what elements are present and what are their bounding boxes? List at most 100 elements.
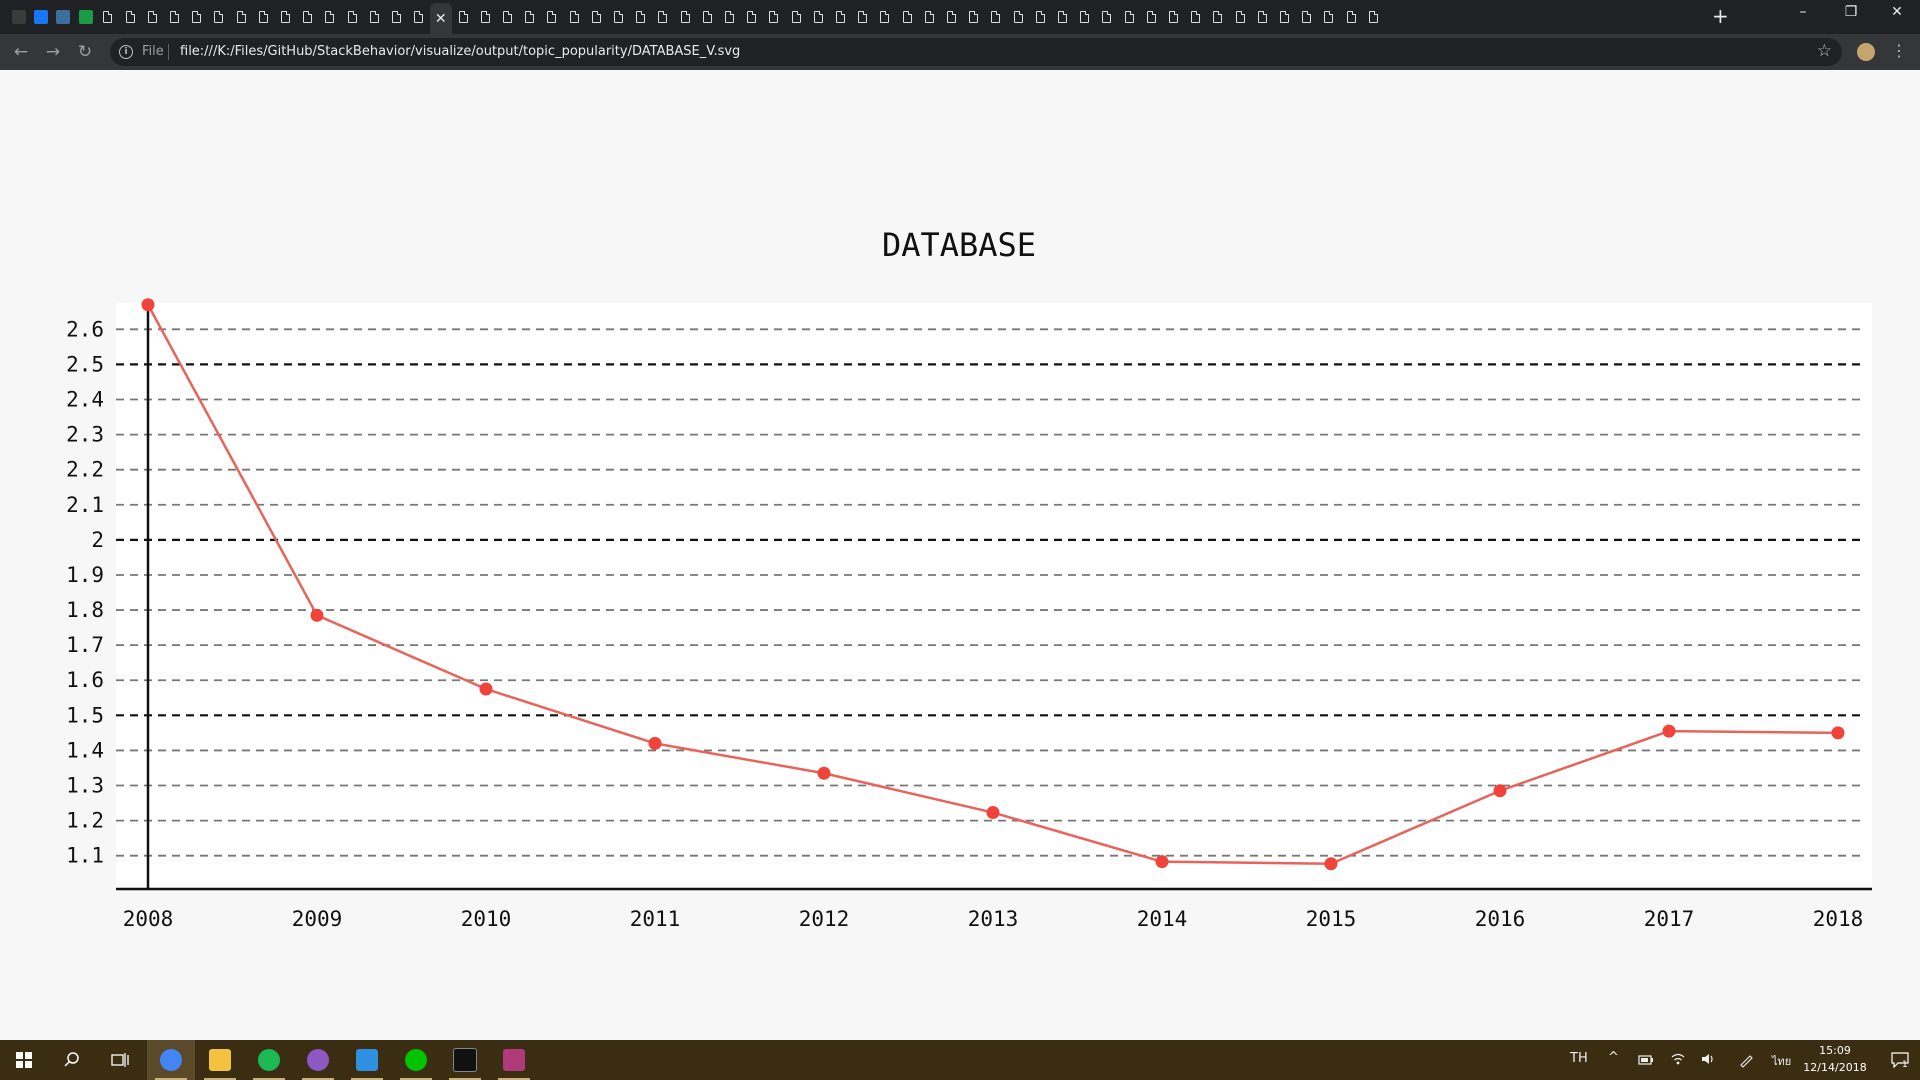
start-button[interactable] (0, 1040, 48, 1080)
browser-tab[interactable] (1096, 3, 1118, 31)
bookmark-star-icon[interactable]: ☆ (1816, 41, 1832, 61)
browser-tab[interactable] (1296, 3, 1318, 31)
browser-tab[interactable] (30, 3, 52, 31)
tab-close-icon[interactable]: ✕ (434, 10, 447, 27)
browser-tab[interactable] (119, 3, 141, 31)
browser-tab[interactable] (208, 3, 230, 31)
browser-tab[interactable] (230, 3, 252, 31)
browser-tab[interactable] (1362, 3, 1384, 31)
clock[interactable]: 15:09 12/14/2018 (1792, 1042, 1878, 1076)
browser-tab[interactable] (1074, 3, 1096, 31)
action-center-button[interactable]: 1 (1880, 1040, 1920, 1080)
window-close-button[interactable]: ✕ (1891, 4, 1903, 20)
wifi-icon[interactable] (1670, 1052, 1686, 1066)
browser-tab[interactable] (474, 3, 496, 31)
browser-tab[interactable] (674, 3, 696, 31)
browser-tab[interactable] (607, 3, 629, 31)
browser-tab[interactable] (1051, 3, 1073, 31)
document-icon (525, 11, 535, 23)
browser-tab[interactable] (385, 3, 407, 31)
browser-tab[interactable] (452, 3, 474, 31)
browser-tab[interactable] (496, 3, 518, 31)
taskbar-app-winrar[interactable] (490, 1040, 538, 1080)
active-tab[interactable]: ✕ (429, 3, 452, 34)
browser-tab[interactable] (1229, 3, 1251, 31)
browser-tab[interactable] (52, 3, 74, 31)
browser-tab[interactable] (97, 3, 119, 31)
browser-tab[interactable] (829, 3, 851, 31)
browser-tab[interactable] (563, 3, 585, 31)
taskbar-app-chrome[interactable] (147, 1040, 195, 1080)
browser-tab[interactable] (1029, 3, 1051, 31)
browser-tab[interactable] (1007, 3, 1029, 31)
browser-tab[interactable] (940, 3, 962, 31)
forward-button[interactable]: → (45, 42, 61, 62)
browser-tab[interactable] (519, 3, 541, 31)
browser-tab[interactable] (652, 3, 674, 31)
browser-tab[interactable] (1140, 3, 1162, 31)
browser-tab[interactable] (741, 3, 763, 31)
browser-tab[interactable] (807, 3, 829, 31)
taskbar-app-terminal[interactable] (441, 1040, 489, 1080)
browser-tab[interactable] (696, 3, 718, 31)
browser-tab[interactable] (1162, 3, 1184, 31)
task-view-button[interactable] (96, 1040, 144, 1080)
browser-tab[interactable] (585, 3, 607, 31)
browser-tab[interactable] (852, 3, 874, 31)
browser-tab[interactable] (985, 3, 1007, 31)
reload-button[interactable]: ↻ (77, 42, 93, 62)
taskbar-app-line[interactable] (392, 1040, 440, 1080)
taskbar-app-github-desktop[interactable] (294, 1040, 342, 1080)
browser-tab[interactable] (75, 3, 97, 31)
browser-tab[interactable] (785, 3, 807, 31)
browser-tab[interactable] (1207, 3, 1229, 31)
taskbar-app-vscode[interactable] (343, 1040, 391, 1080)
search-button[interactable] (48, 1040, 96, 1080)
tray-overflow-icon[interactable]: ^ (1608, 1050, 1619, 1065)
chart-title: DATABASE (882, 226, 1036, 264)
url-text[interactable]: file:///K:/Files/GitHub/StackBehavior/vi… (180, 44, 741, 59)
browser-tab[interactable] (1273, 3, 1295, 31)
browser-tab[interactable] (297, 3, 319, 31)
taskbar-app-spotify[interactable] (245, 1040, 293, 1080)
browser-tab[interactable] (1185, 3, 1207, 31)
browser-tab[interactable] (341, 3, 363, 31)
pen-icon[interactable] (1738, 1052, 1754, 1068)
browser-tab[interactable] (1251, 3, 1273, 31)
browser-tab[interactable] (141, 3, 163, 31)
browser-tab[interactable] (630, 3, 652, 31)
ime-indicator[interactable]: ไทย (1772, 1055, 1792, 1068)
tab-favicon-icon (56, 10, 71, 24)
browser-tab[interactable] (763, 3, 785, 31)
browser-tab[interactable] (252, 3, 274, 31)
browser-tab[interactable] (363, 3, 385, 31)
new-tab-button[interactable]: + (1712, 4, 1729, 28)
volume-icon[interactable] (1700, 1052, 1716, 1066)
battery-icon[interactable] (1638, 1054, 1654, 1066)
address-bar[interactable]: i File file:///K:/Files/GitHub/StackBeha… (110, 38, 1842, 66)
browser-tab[interactable] (274, 3, 296, 31)
browser-tab[interactable] (874, 3, 896, 31)
browser-tab[interactable] (186, 3, 208, 31)
browser-tab[interactable] (408, 3, 430, 31)
back-button[interactable]: ← (13, 42, 29, 62)
minimize-button[interactable]: – (1799, 4, 1807, 20)
browser-menu-icon[interactable]: ⋮ (1891, 41, 1907, 60)
profile-avatar[interactable] (1857, 43, 1875, 61)
browser-tab[interactable] (541, 3, 563, 31)
browser-tab[interactable] (1118, 3, 1140, 31)
language-indicator[interactable]: TH (1570, 1051, 1588, 1066)
browser-tab[interactable] (1318, 3, 1340, 31)
browser-tab[interactable] (163, 3, 185, 31)
x-tick-label: 2010 (461, 907, 512, 931)
browser-tab[interactable] (963, 3, 985, 31)
info-icon[interactable]: i (119, 45, 133, 59)
browser-tab[interactable] (918, 3, 940, 31)
browser-tab[interactable] (319, 3, 341, 31)
browser-tab[interactable] (1340, 3, 1362, 31)
restore-button[interactable]: ❐ (1844, 4, 1858, 20)
taskbar-app-file-explorer[interactable] (196, 1040, 244, 1080)
browser-tab[interactable] (896, 3, 918, 31)
browser-tab[interactable] (8, 3, 30, 31)
browser-tab[interactable] (718, 3, 740, 31)
